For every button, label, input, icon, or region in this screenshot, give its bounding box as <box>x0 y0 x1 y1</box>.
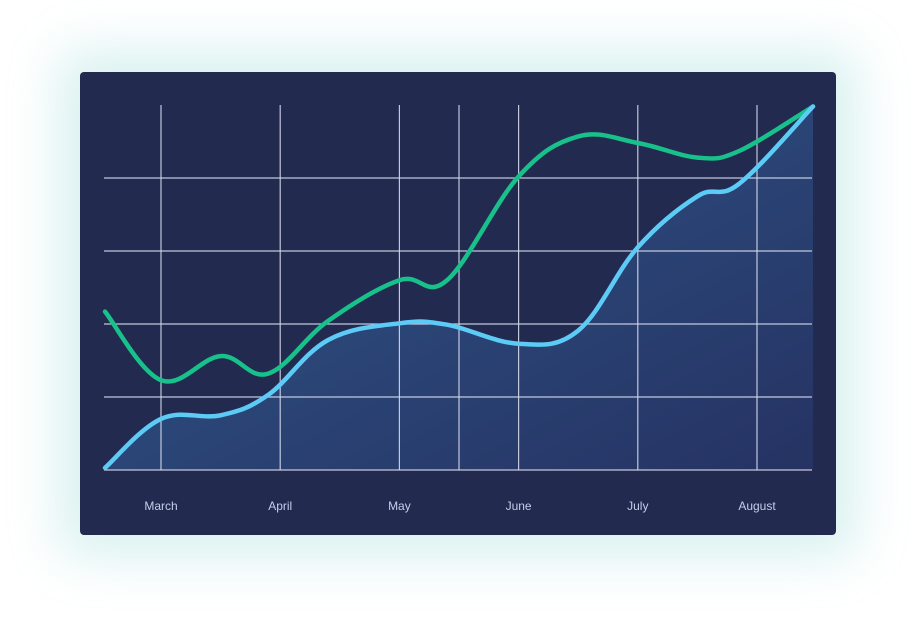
area-layer <box>105 106 813 470</box>
x-tick-label: April <box>268 499 292 513</box>
series-line-1 <box>102 104 816 384</box>
line-layer <box>102 104 816 471</box>
x-tick-labels: March April May June July August <box>144 499 776 513</box>
x-tick-label: May <box>388 499 411 513</box>
x-tick-label: March <box>144 499 177 513</box>
line-chart: March April May June July August <box>102 104 816 513</box>
x-tick-label: June <box>506 499 532 513</box>
series-area-2 <box>105 106 813 470</box>
x-tick-label: July <box>627 499 648 513</box>
x-tick-label: August <box>738 499 776 513</box>
series-line-2 <box>102 104 816 471</box>
chart-card: March April May June July August <box>80 72 836 535</box>
